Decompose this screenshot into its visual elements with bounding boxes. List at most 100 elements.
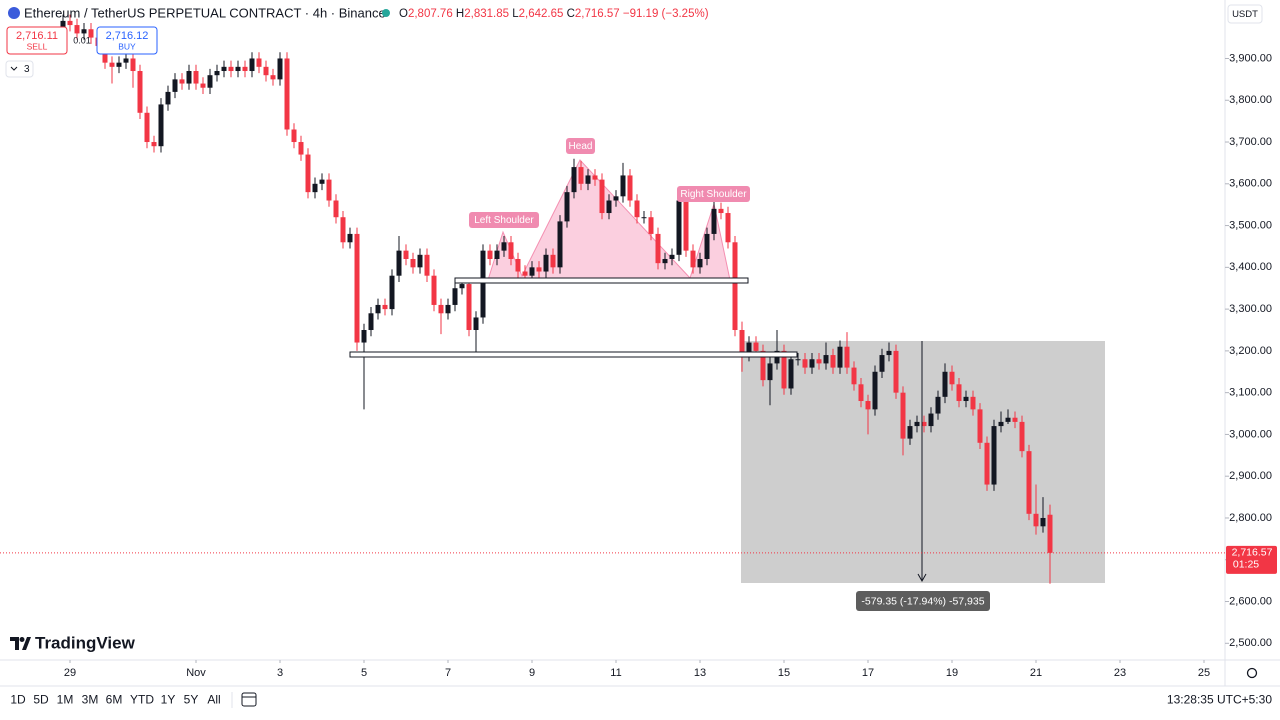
candle-body [508, 242, 514, 259]
candle-body [1033, 513, 1039, 527]
candle-body [193, 71, 199, 84]
candle-body [907, 426, 913, 439]
candle-body [438, 304, 444, 314]
currency-button[interactable] [1227, 4, 1263, 24]
candle-body [165, 91, 171, 105]
x-tick-label: 15 [778, 667, 790, 679]
legend-key: C [567, 8, 575, 20]
legend-value: 2,642.65 [519, 8, 564, 20]
candle-body [494, 250, 500, 259]
x-tick-label: 9 [529, 667, 535, 679]
candle-body [627, 175, 633, 201]
candle-body [326, 179, 332, 201]
candle-body [375, 304, 381, 314]
candle-body [585, 175, 591, 184]
range-button[interactable]: 6M [106, 693, 123, 707]
candle-body [60, 20, 66, 30]
candle-body [704, 233, 710, 259]
range-button[interactable]: YTD [130, 693, 154, 707]
sell-button[interactable] [6, 26, 68, 55]
measure-arrow-head [917, 573, 927, 583]
candle-body [1005, 417, 1011, 422]
indicator-toggle[interactable] [5, 60, 34, 78]
x-tick-label: Nov [186, 667, 206, 679]
x-tick-label: 11 [610, 667, 621, 679]
buy-button[interactable] [96, 26, 158, 55]
candle-body [445, 304, 451, 314]
candle-body [914, 421, 920, 427]
candle-body [522, 271, 528, 276]
candle-body [648, 217, 654, 234]
measure-label: -579.35 (-17.94%) -57,935 [861, 595, 984, 607]
x-tick-label: 3 [277, 667, 283, 679]
candle-body [767, 363, 773, 381]
legend-value: 2,831.85 [464, 8, 509, 20]
range-button[interactable]: All [207, 693, 220, 707]
candle-body [298, 142, 304, 155]
candle-body [123, 58, 129, 63]
candle-body [424, 254, 430, 276]
candle-body [354, 233, 360, 343]
candle-body [67, 20, 73, 26]
candle-body [837, 346, 843, 368]
y-tick-label: 3,300.00 [1229, 303, 1272, 315]
legend-value: 2,807.76 [408, 8, 453, 20]
candle-body [662, 258, 668, 264]
candle-body [242, 66, 248, 72]
candle-body [816, 359, 822, 364]
buy-price: 2,716.12 [106, 30, 149, 42]
candle-body [942, 371, 948, 397]
candle-body [599, 179, 605, 214]
candle-body [431, 275, 437, 305]
chart-title: Ethereum / TetherUS PERPETUAL CONTRACT ·… [24, 5, 386, 20]
candle-body [865, 401, 871, 410]
x-tick-label: 19 [946, 667, 958, 679]
x-tick-label: 25 [1198, 667, 1210, 679]
candle-body [669, 254, 675, 259]
legend-change: −91.19 (−3.25%) [623, 8, 709, 20]
candle-body [984, 442, 990, 485]
range-button[interactable]: 1Y [161, 693, 176, 707]
candle-body [305, 154, 311, 193]
range-button[interactable]: 1M [57, 693, 74, 707]
candle-body [809, 359, 815, 368]
candles [60, 14, 1053, 584]
range-button[interactable]: 1D [10, 693, 26, 707]
candle-body [536, 267, 542, 272]
y-tick-label: 2,600.00 [1229, 595, 1272, 607]
candle-body [725, 213, 731, 243]
candle-body [347, 233, 353, 243]
candle-body [291, 129, 297, 143]
y-tick-label: 3,200.00 [1229, 345, 1272, 357]
candle-body [459, 284, 465, 289]
candle-body [473, 317, 479, 330]
candle-body [1019, 421, 1025, 452]
candle-body [998, 421, 1004, 427]
candle-body [935, 396, 941, 414]
candle-body [753, 342, 759, 351]
y-tick-label: 3,700.00 [1229, 136, 1272, 148]
candle-body [130, 58, 136, 72]
candle-body [578, 167, 584, 184]
candle-body [893, 350, 899, 393]
settings-icon[interactable] [1246, 667, 1258, 679]
range-button[interactable]: 5D [33, 693, 49, 707]
candle-body [249, 58, 255, 72]
buy-label: BUY [118, 41, 136, 51]
range-button[interactable]: 3M [82, 693, 99, 707]
candle-body [382, 304, 388, 310]
range-button[interactable]: 5Y [184, 693, 199, 707]
candle-body [501, 242, 507, 251]
calendar-icon[interactable] [241, 692, 257, 707]
x-tick-label: 7 [445, 667, 451, 679]
x-tick-label: 21 [1030, 667, 1042, 679]
candle-body [515, 258, 521, 272]
x-tick-label: 17 [862, 667, 874, 679]
candle-body [368, 313, 374, 330]
y-tick-label: 3,400.00 [1229, 261, 1272, 273]
candle-body [396, 250, 402, 276]
candle-body [284, 58, 290, 130]
y-tick-label: 3,900.00 [1229, 52, 1272, 64]
candle-body [277, 58, 283, 80]
candle-body [739, 330, 745, 356]
